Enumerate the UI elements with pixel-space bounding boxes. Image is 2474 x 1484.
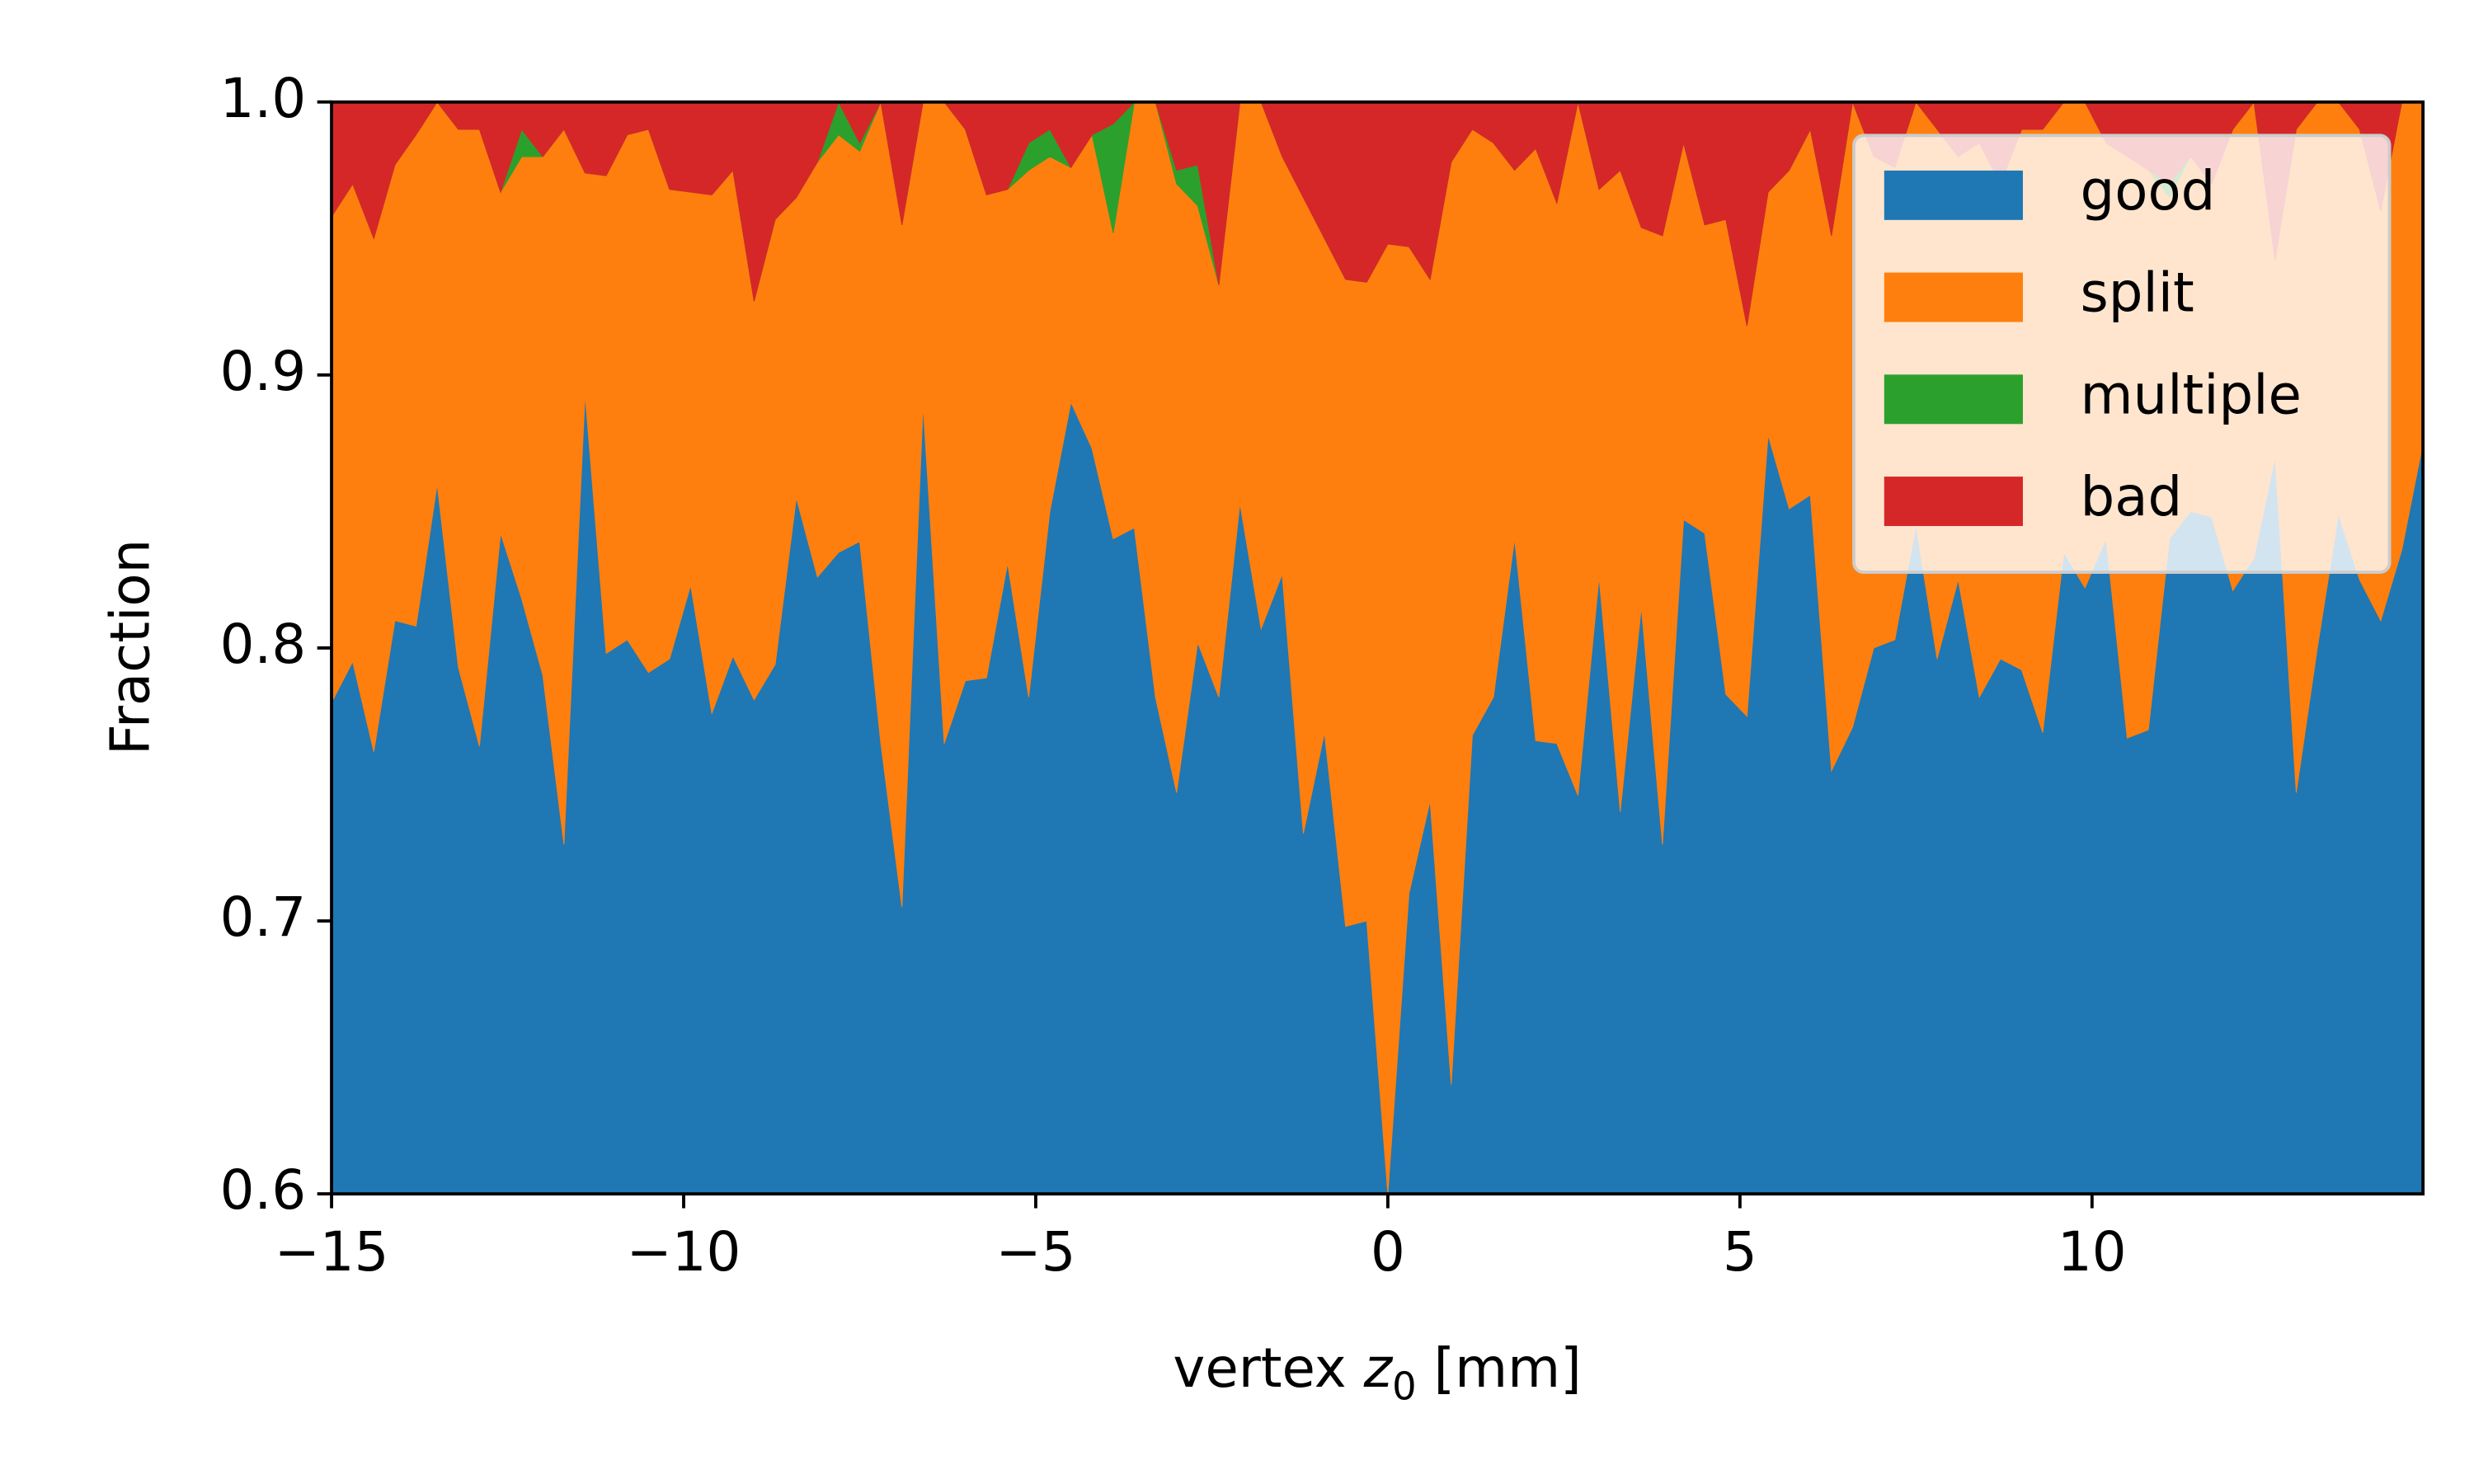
legend-label: good [2081,160,2216,223]
legend-swatch [1884,477,2023,527]
y-tick-label: 1.0 [220,68,307,130]
x-tick-label: −15 [275,1221,389,1284]
x-label-sub: 0 [1392,1364,1417,1409]
area-bad [332,101,2424,326]
legend-swatch [1884,170,2023,220]
y-tick-label: 0.8 [220,613,307,676]
legend: good split multiple bad [1852,134,2392,575]
y-tick-label: 0.9 [220,340,307,403]
x-label-var: z [1363,1337,1394,1400]
x-tick-label: 0 [1371,1221,1405,1284]
x-tick-label: 5 [1723,1221,1757,1284]
legend-swatch [1884,374,2023,425]
y-tick-label: 0.6 [220,1159,307,1222]
legend-label: split [2081,262,2194,325]
legend-label: multiple [2081,364,2302,426]
legend-swatch [1884,272,2023,322]
x-tick-label: −5 [996,1221,1076,1284]
x-label-text: [mm] [1417,1337,1582,1400]
y-tick-label: 0.7 [220,886,307,949]
x-label-text: vertex [1173,1337,1363,1400]
x-tick-label: −10 [627,1221,741,1284]
legend-frame [1852,134,2392,575]
x-tick-label: 10 [2058,1221,2127,1284]
x-axis-label: vertex z0 [mm] [1173,1337,1581,1408]
y-axis-label: Fraction [99,539,162,755]
legend-label: bad [2081,466,2183,528]
